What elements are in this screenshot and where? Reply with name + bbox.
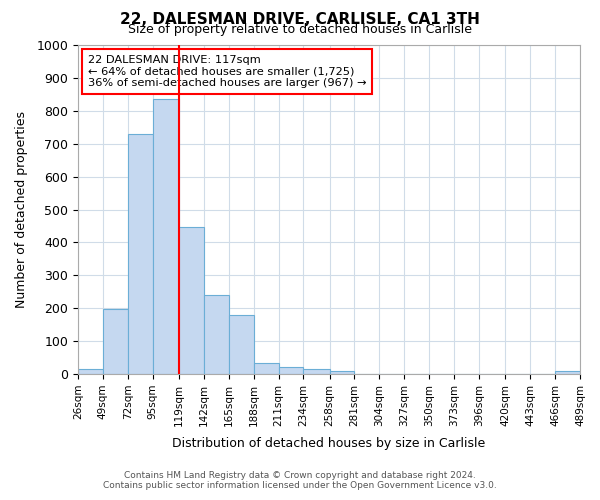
Text: Size of property relative to detached houses in Carlisle: Size of property relative to detached ho… <box>128 22 472 36</box>
Bar <box>555 372 580 374</box>
Bar <box>229 316 254 374</box>
Bar <box>153 100 179 374</box>
Y-axis label: Number of detached properties: Number of detached properties <box>15 111 28 308</box>
Bar <box>329 372 355 374</box>
Bar <box>179 226 204 374</box>
Bar <box>78 369 103 374</box>
Text: 22 DALESMAN DRIVE: 117sqm
← 64% of detached houses are smaller (1,725)
36% of se: 22 DALESMAN DRIVE: 117sqm ← 64% of detac… <box>88 55 367 88</box>
Bar <box>103 309 128 374</box>
X-axis label: Distribution of detached houses by size in Carlisle: Distribution of detached houses by size … <box>172 437 485 450</box>
Bar <box>304 370 329 374</box>
Bar <box>278 367 304 374</box>
Text: 22, DALESMAN DRIVE, CARLISLE, CA1 3TH: 22, DALESMAN DRIVE, CARLISLE, CA1 3TH <box>120 12 480 28</box>
Bar <box>204 295 229 374</box>
Bar <box>128 134 153 374</box>
Text: Contains HM Land Registry data © Crown copyright and database right 2024.
Contai: Contains HM Land Registry data © Crown c… <box>103 470 497 490</box>
Bar <box>254 362 278 374</box>
